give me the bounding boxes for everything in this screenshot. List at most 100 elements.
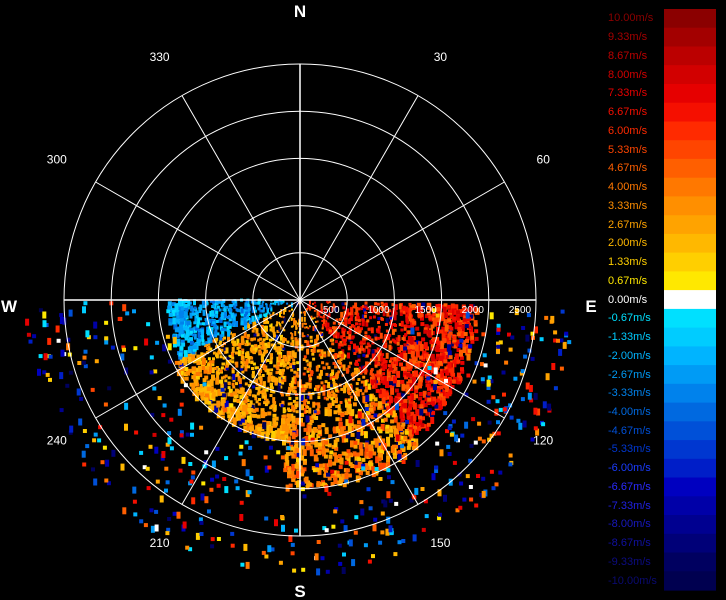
echo-cell xyxy=(401,383,406,391)
echo-cell xyxy=(212,321,216,325)
echo-cell xyxy=(446,304,451,309)
echo-cell xyxy=(191,354,196,362)
echo-cell xyxy=(203,352,207,356)
echo-cell xyxy=(406,445,411,450)
echo-cell xyxy=(363,431,368,439)
echo-cell xyxy=(405,419,409,424)
echo-cell xyxy=(318,331,322,335)
echo-cell xyxy=(182,521,187,529)
echo-cell xyxy=(256,392,260,396)
echo-cell xyxy=(385,318,389,325)
echo-cell xyxy=(271,337,275,341)
echo-cell xyxy=(246,391,250,395)
echo-cell xyxy=(343,451,348,456)
echo-cell xyxy=(443,375,448,380)
echo-cell xyxy=(262,338,266,342)
echo-cell xyxy=(410,322,415,330)
echo-cell xyxy=(280,315,283,318)
echo-cell xyxy=(327,443,332,448)
legend-label: -9.33m/s xyxy=(608,555,651,568)
echo-cell xyxy=(202,382,207,387)
echo-cell xyxy=(376,381,381,386)
echo-cell xyxy=(458,505,463,510)
echo-cell xyxy=(238,406,243,411)
echo-cell xyxy=(285,460,290,468)
echo-cell xyxy=(355,382,359,386)
echo-cell xyxy=(240,336,244,343)
echo-cell xyxy=(364,463,369,471)
echo-cell xyxy=(207,380,212,385)
echo-cell xyxy=(411,356,416,361)
echo-cell xyxy=(374,364,378,368)
echo-cell xyxy=(306,395,310,399)
echo-cell xyxy=(420,423,425,428)
echo-cell xyxy=(355,437,360,445)
echo-cell xyxy=(423,365,428,373)
echo-cell xyxy=(353,440,358,445)
legend-label: 7.33m/s xyxy=(608,87,648,100)
echo-cell xyxy=(250,361,254,365)
echo-cell xyxy=(378,389,383,397)
echo-cell xyxy=(334,388,338,392)
echo-cell xyxy=(274,301,277,304)
echo-cell xyxy=(162,403,167,408)
echo-cell xyxy=(392,425,397,430)
echo-cell xyxy=(344,302,348,306)
echo-cell xyxy=(388,408,393,416)
echo-cell xyxy=(229,403,234,408)
echo-cell xyxy=(228,314,232,318)
echo-cell xyxy=(218,342,222,346)
echo-cell xyxy=(106,481,111,486)
echo-cell xyxy=(191,470,196,475)
echo-cell xyxy=(148,444,153,449)
echo-cell xyxy=(290,440,295,445)
echo-cell xyxy=(103,402,108,407)
echo-cell xyxy=(227,392,232,397)
echo-cell xyxy=(122,347,126,352)
echo-cell xyxy=(275,365,279,369)
echo-cell xyxy=(403,346,408,351)
echo-cell xyxy=(338,343,342,347)
echo-cell xyxy=(411,304,416,309)
echo-cell xyxy=(356,452,360,457)
echo-cell xyxy=(420,372,425,376)
echo-cell xyxy=(459,481,464,486)
echo-cell xyxy=(535,428,540,436)
echo-cell xyxy=(316,334,319,338)
echo-cell xyxy=(222,375,226,379)
legend-label: 10.00m/s xyxy=(608,12,654,25)
echo-cell xyxy=(389,425,394,433)
echo-cell xyxy=(347,347,351,351)
echo-cell xyxy=(168,318,173,323)
legend-label: 8.00m/s xyxy=(608,68,648,81)
echo-cell xyxy=(465,338,469,343)
echo-cell xyxy=(209,487,214,492)
echo-cell xyxy=(171,302,176,307)
echo-cell xyxy=(253,380,257,384)
echo-cell xyxy=(98,425,103,430)
echo-cell xyxy=(409,498,414,503)
echo-cell xyxy=(76,388,81,396)
echo-cell xyxy=(284,454,289,462)
echo-cell xyxy=(356,312,360,319)
echo-cell xyxy=(226,357,230,360)
echo-cell xyxy=(385,392,390,397)
echo-cell xyxy=(334,507,339,512)
echo-cell xyxy=(403,324,407,331)
spoke-line xyxy=(181,299,301,505)
echo-cell xyxy=(371,395,376,400)
echo-cell xyxy=(296,368,300,371)
echo-cell xyxy=(350,308,354,315)
echo-cell xyxy=(404,324,408,328)
echo-cell xyxy=(197,365,202,373)
echo-cell xyxy=(291,454,296,459)
echo-cell xyxy=(267,376,271,383)
echo-cell xyxy=(419,343,424,351)
echo-cell xyxy=(398,449,402,457)
echo-cell xyxy=(314,443,319,448)
echo-cell xyxy=(190,475,195,480)
echo-cell xyxy=(287,407,290,411)
echo-cell xyxy=(437,396,442,401)
echo-cell xyxy=(475,307,480,315)
echo-cell xyxy=(287,471,291,479)
